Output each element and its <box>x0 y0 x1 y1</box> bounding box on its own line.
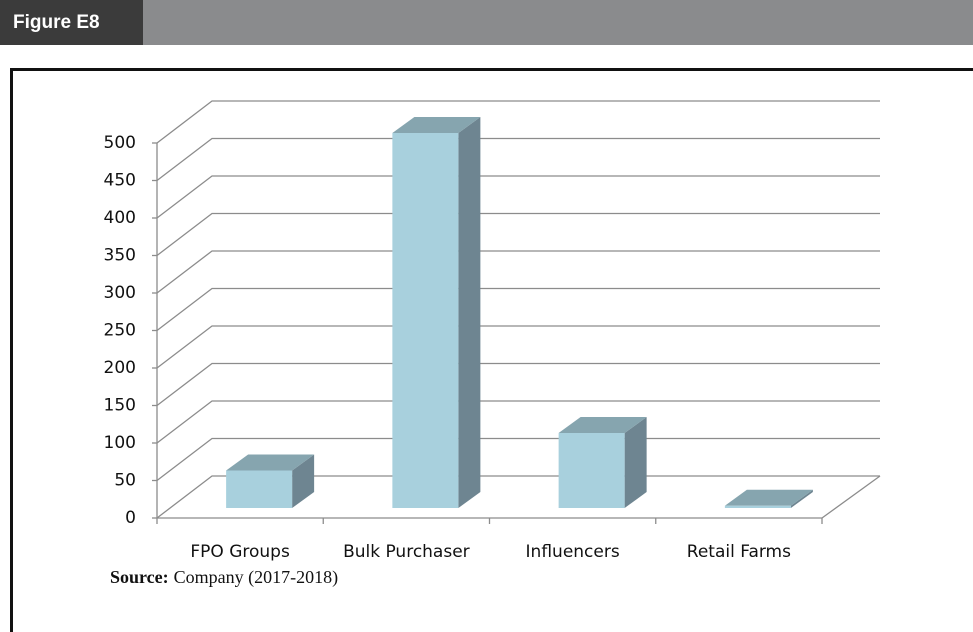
y-tick-label: 500 <box>104 133 136 153</box>
x-tick-label: FPO Groups <box>190 542 290 562</box>
bar-side <box>292 454 315 508</box>
grid-line <box>156 100 880 144</box>
x-tick-label: Bulk Purchaser <box>343 542 470 562</box>
y-tick-label: 350 <box>104 246 136 266</box>
header-bar <box>0 0 973 45</box>
y-tick-label: 100 <box>104 433 136 453</box>
bar-top <box>226 454 315 471</box>
bar-top <box>558 417 647 433</box>
y-tick-label: 0 <box>125 508 136 528</box>
grid-line <box>156 212 880 257</box>
grid-line <box>156 475 880 519</box>
grid-line <box>156 287 880 332</box>
grid-line <box>156 250 880 294</box>
y-tick-label: 150 <box>104 396 136 416</box>
bar-side <box>790 489 813 508</box>
frame <box>10 68 973 632</box>
y-tick-label: 250 <box>104 321 136 341</box>
x-tick-label: Influencers <box>526 542 620 562</box>
grid-line <box>156 362 880 407</box>
y-tick-label: 300 <box>104 283 136 303</box>
source-label: Source: <box>110 567 169 587</box>
bar <box>392 133 459 508</box>
bar <box>226 470 293 508</box>
bar-top <box>724 489 813 506</box>
bar-side <box>458 117 481 508</box>
source-text: Company (2017-2018) <box>174 567 338 588</box>
y-tick-label: 450 <box>104 171 136 191</box>
grid-line <box>156 437 880 482</box>
grid-line <box>156 325 880 369</box>
bar <box>724 505 791 508</box>
figure-label: Figure E8 <box>13 12 100 33</box>
grid-line <box>156 175 880 219</box>
y-tick-label: 50 <box>114 471 136 491</box>
y-tick-label: 400 <box>104 208 136 228</box>
grid-line <box>156 137 880 182</box>
header-label-box <box>0 0 143 45</box>
bar-side <box>624 417 647 508</box>
x-tick-label: Retail Farms <box>687 542 791 562</box>
y-tick-label: 200 <box>104 358 136 378</box>
source-note: Source: Company (2017-2018) <box>110 567 338 588</box>
bar-top <box>392 117 481 133</box>
grid-line <box>156 400 880 444</box>
bar <box>558 433 625 508</box>
plot: 0 50 100 150 200 250 300 350 400 450 500 FPO Groups… <box>104 100 881 562</box>
